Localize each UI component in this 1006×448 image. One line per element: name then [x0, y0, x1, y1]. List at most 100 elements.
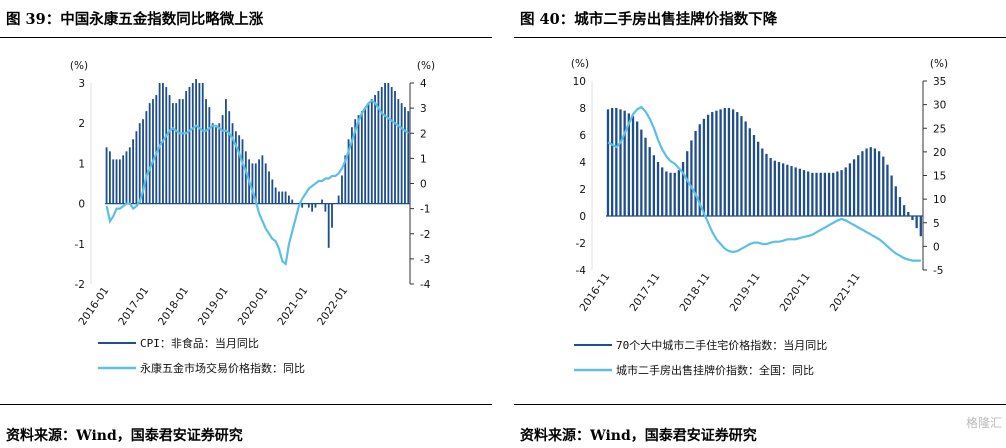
- title-divider: [0, 37, 492, 38]
- y-tick-label-right: 10: [933, 194, 946, 206]
- bar: [324, 203, 327, 212]
- x-tick-label: 2019-11: [728, 271, 763, 314]
- legend-label: CPI：非食品：当月同比: [140, 336, 259, 350]
- bar: [706, 114, 710, 216]
- bar: [191, 83, 194, 204]
- source-note: 资料来源：Wind，国泰君安证券研究: [6, 428, 243, 444]
- y-tick-label-left: 10: [573, 76, 586, 88]
- bar: [686, 151, 689, 216]
- bar: [350, 127, 353, 204]
- bar: [861, 151, 864, 216]
- bar: [756, 141, 760, 216]
- bar: [648, 147, 651, 216]
- x-tick-label: 2019-01: [196, 285, 231, 328]
- bar: [661, 167, 664, 216]
- bar: [807, 171, 810, 216]
- bar: [782, 163, 785, 216]
- line-series: [105, 99, 409, 266]
- bar: [195, 78, 197, 204]
- bar: [790, 166, 793, 216]
- bar: [152, 99, 154, 204]
- bar: [364, 107, 367, 204]
- x-tick-label: 2017-01: [116, 285, 151, 328]
- bar: [185, 91, 188, 204]
- x-tick-label: 2018-11: [678, 271, 713, 314]
- bar: [715, 110, 718, 216]
- legend-label: 城市二手房出售挂牌价指数：全国：同比: [616, 363, 814, 377]
- bar: [698, 124, 701, 216]
- bar: [241, 139, 244, 204]
- bar: [765, 153, 768, 216]
- bar: [278, 191, 280, 204]
- bar: [268, 171, 270, 204]
- bar: [836, 171, 839, 216]
- bar: [773, 160, 776, 216]
- bar: [636, 121, 639, 216]
- y-unit-label-right: (%): [930, 58, 948, 70]
- bar: [819, 172, 822, 216]
- y-tick-label-right: 3: [420, 103, 427, 115]
- bar: [360, 111, 363, 204]
- y-tick-label-left: 0: [78, 199, 85, 211]
- bar: [848, 163, 852, 216]
- bar: [108, 151, 111, 204]
- y-tick-label-left: 1: [78, 158, 85, 170]
- bar: [380, 87, 383, 204]
- y-tick-label-right: 30: [933, 100, 946, 112]
- bar: [254, 163, 257, 204]
- bar: [112, 159, 115, 204]
- y-unit-label-left: (%): [571, 58, 589, 70]
- y-tick-label-right: 20: [933, 147, 946, 159]
- bar: [221, 115, 224, 204]
- bar: [840, 170, 843, 216]
- bar: [407, 111, 410, 204]
- bar: [122, 155, 125, 204]
- bar: [118, 159, 121, 204]
- bar: [341, 175, 343, 204]
- bar: [394, 91, 396, 204]
- bar: [105, 147, 108, 204]
- y-tick-label-right: -2: [420, 229, 430, 241]
- x-tick-label: 2016-01: [76, 285, 111, 328]
- y-tick-label-right: 2: [420, 128, 427, 140]
- bar: [165, 87, 168, 204]
- bar: [115, 159, 118, 204]
- bar: [331, 203, 333, 228]
- bar: [344, 155, 347, 204]
- bar: [175, 103, 178, 204]
- bar: [162, 83, 164, 204]
- bar: [769, 157, 772, 216]
- bar: [181, 99, 184, 204]
- bar: [347, 139, 350, 204]
- bar: [244, 151, 247, 204]
- bar: [125, 151, 128, 204]
- bar: [354, 119, 357, 204]
- y-tick-label-right: 0: [420, 179, 427, 191]
- bar: [208, 107, 211, 204]
- bar: [631, 116, 635, 216]
- bar: [736, 112, 739, 216]
- bar: [168, 95, 171, 204]
- bar: [877, 151, 881, 216]
- y-tick-label-right: 25: [933, 123, 946, 135]
- bar: [132, 139, 135, 204]
- y-tick-label-right: -3: [420, 254, 430, 266]
- bar: [384, 83, 386, 204]
- bar: [145, 111, 148, 204]
- bar: [404, 107, 406, 204]
- bar: [644, 137, 647, 216]
- bar: [902, 205, 906, 216]
- chart-0-svg: (%) (%) -2 -1 0 1 2 3 -4 -3 -2 -1 0 1 2 3 4 2016-01 2017-0…: [70, 60, 435, 375]
- bar: [702, 118, 706, 216]
- legend-label: 70个大中城市二手住宅价格指数：当月同比: [616, 338, 827, 352]
- bar: [869, 147, 872, 216]
- bar: [314, 203, 317, 208]
- y-tick-label-left: 6: [579, 130, 586, 142]
- y-tick-label-left: 3: [78, 78, 85, 90]
- bar: [148, 103, 151, 204]
- bar: [301, 203, 304, 208]
- bar: [307, 203, 310, 208]
- y-tick-label-right: 1: [420, 153, 427, 165]
- bar: [669, 172, 672, 216]
- bar: [777, 162, 781, 216]
